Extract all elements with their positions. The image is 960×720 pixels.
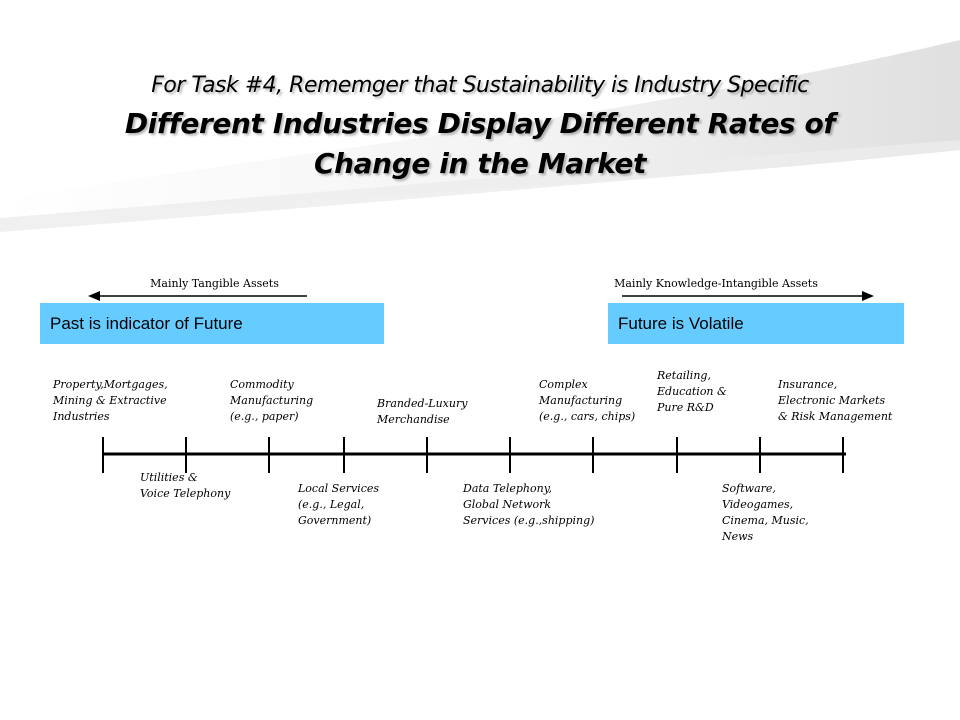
intangible-arrowhead bbox=[862, 291, 874, 301]
background-swoosh bbox=[0, 0, 960, 232]
industry-commodity-manufacturing: Commodity Manufacturing (e.g., paper) bbox=[230, 378, 314, 423]
past-indicator-band: Past is indicator of Future bbox=[40, 303, 384, 344]
industry-retailing-education: Retailing, Education & Pure R&D bbox=[657, 369, 727, 414]
tangible-arrowhead bbox=[88, 291, 100, 301]
industry-insurance-risk: Insurance, Electronic Markets & Risk Manag… bbox=[778, 378, 893, 423]
industry-complex-manufacturing: Complex Manufacturing (e.g., cars, chips) bbox=[539, 378, 636, 423]
slide-title: For Task #4, Rememger that Sustainabilit… bbox=[60, 68, 900, 184]
timeline-ticks bbox=[102, 437, 844, 473]
industry-software-media: Software, Videogames, Cinema, Music, News bbox=[722, 482, 809, 543]
industry-property-mining: Property,Mortgages, Mining & Extractive In… bbox=[53, 378, 168, 423]
intangible-assets-label: Mainly Knowledge-Intangible Assets bbox=[614, 277, 818, 290]
future-volatile-band: Future is Volatile bbox=[608, 303, 904, 344]
title-line-2: Different Industries Display Different R… bbox=[124, 107, 836, 140]
industry-utilities-voice: Utilities & Voice Telephony bbox=[140, 471, 231, 500]
industry-local-services: Local Services (e.g., Legal, Government) bbox=[298, 482, 380, 527]
industry-branded-luxury: Branded-Luxury Merchandise bbox=[377, 397, 468, 426]
industry-data-telephony: Data Telephony, Global Network Services (e… bbox=[463, 482, 595, 527]
title-line-1: For Task #4, Rememger that Sustainabilit… bbox=[151, 73, 809, 98]
title-line-3: Change in the Market bbox=[314, 147, 646, 180]
tangible-assets-label: Mainly Tangible Assets bbox=[150, 277, 279, 290]
